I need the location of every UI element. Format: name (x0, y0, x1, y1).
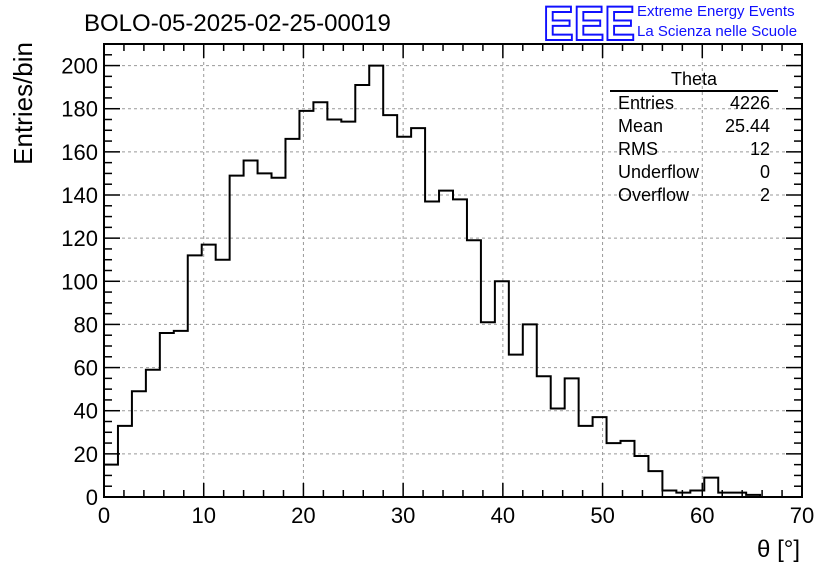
stats-label: Underflow (618, 162, 700, 182)
stats-value: 4226 (729, 93, 770, 113)
histogram-bin (132, 391, 146, 497)
stats-row-mean: Mean 25.44 (610, 115, 778, 138)
eee-logo-mark: EEE (543, 0, 635, 44)
histogram-bin (188, 255, 202, 497)
stats-row-entries: Entries 4226 (610, 92, 778, 115)
stats-label: Overflow (618, 185, 690, 205)
stats-label: RMS (618, 139, 658, 159)
x-tick-label: 40 (491, 503, 515, 528)
histogram-bin (704, 478, 718, 497)
logo-line-1: Extreme Energy Events (637, 3, 795, 20)
y-tick-label: 100 (61, 269, 98, 294)
histogram-bin (272, 178, 286, 497)
stats-row-overflow: Overflow 2 (610, 184, 778, 207)
stats-value: 12 (749, 139, 770, 159)
stats-row-rms: RMS 12 (610, 138, 778, 161)
x-tick-label: 70 (790, 503, 814, 528)
histogram-bin (607, 443, 621, 497)
histogram-bin (425, 201, 439, 497)
y-tick-labels: 0 20 40 60 80 100 120 140 160 180 200 (61, 54, 98, 510)
y-tick-label: 180 (61, 97, 98, 122)
histogram-bin (355, 85, 369, 497)
histogram-bin (397, 137, 411, 497)
histogram-bin (104, 465, 118, 497)
stats-value: 25.44 (724, 116, 770, 136)
histogram-bin (174, 331, 188, 497)
logo-line-2: La Scienza nelle Scuole (637, 23, 798, 40)
histogram-bin (313, 102, 327, 497)
histogram-bin (258, 173, 272, 497)
x-tick-label: 60 (690, 503, 714, 528)
histogram-bin (537, 376, 551, 497)
histogram-bin (146, 370, 160, 497)
histogram-bin (216, 260, 230, 497)
y-tick-label: 20 (74, 442, 98, 467)
y-tick-label: 80 (74, 312, 98, 337)
histogram-bin (481, 322, 495, 497)
histogram-bin (648, 471, 662, 497)
x-tick-labels: 0 10 20 30 40 50 60 70 (98, 503, 814, 528)
histogram-bin (244, 160, 258, 497)
histogram-bin (551, 409, 565, 497)
histogram-bin (621, 441, 635, 497)
y-tick-label: 60 (74, 356, 98, 381)
histogram-bin (118, 426, 132, 497)
histogram-bin (509, 355, 523, 497)
histogram-bin (285, 139, 299, 497)
stats-label: Mean (618, 116, 664, 136)
x-axis-label: θ [°] (757, 536, 800, 563)
histogram-bin (634, 456, 648, 497)
histogram-bin (565, 378, 579, 497)
histogram-bin (439, 191, 453, 497)
stats-label: Entries (618, 93, 675, 113)
y-axis-label: Entries/bin (8, 42, 38, 165)
stats-box: Theta Entries 4226 Mean 25.44 RMS 12 Und… (610, 68, 778, 207)
histogram-bin (160, 333, 174, 497)
axis-ticks (103, 43, 803, 498)
eee-logo: EEE (543, 0, 636, 44)
histogram-bin (327, 120, 341, 498)
histogram-bin (495, 281, 509, 497)
histogram-bin (383, 115, 397, 497)
stats-row-underflow: Underflow 0 (610, 161, 778, 184)
logo-text: Extreme Energy Events La Scienza nelle S… (637, 2, 797, 42)
x-tick-label: 50 (590, 503, 614, 528)
x-tick-label: 0 (98, 503, 110, 528)
histogram-bin (467, 240, 481, 497)
histogram-bin (411, 128, 425, 497)
plot-frame (103, 43, 803, 498)
x-tick-label: 10 (191, 503, 215, 528)
stats-value: 2 (759, 185, 770, 205)
histogram-bin (341, 122, 355, 497)
histogram-bin (299, 111, 313, 497)
y-tick-label: 40 (74, 399, 98, 424)
y-tick-label: 200 (61, 54, 98, 79)
stats-value: 0 (759, 162, 770, 182)
histogram-bin (579, 426, 593, 497)
x-tick-label: 30 (391, 503, 415, 528)
y-tick-label: 0 (86, 485, 98, 510)
histogram-bin (593, 417, 607, 497)
x-tick-label: 20 (291, 503, 315, 528)
histogram-bin (230, 176, 244, 497)
y-tick-label: 160 (61, 140, 98, 165)
stats-title: Theta (610, 68, 778, 92)
y-tick-label: 140 (61, 183, 98, 208)
figure-title: BOLO-05-2025-02-25-00019 (84, 10, 391, 37)
histogram-step-line (103, 64, 802, 498)
histogram-bin (453, 199, 467, 497)
y-tick-label: 120 (61, 226, 98, 251)
